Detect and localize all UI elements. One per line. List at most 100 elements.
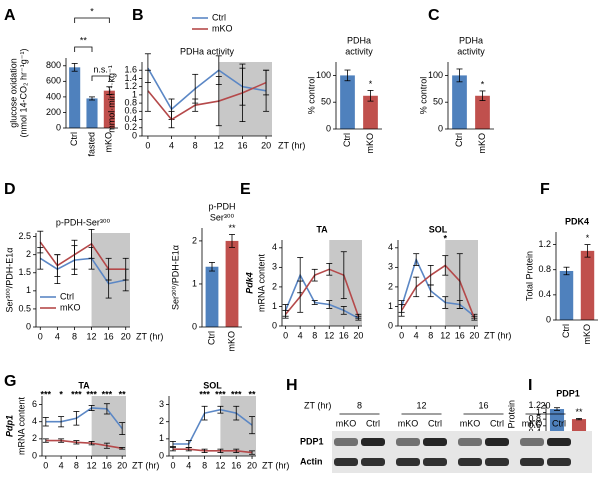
y-tick-label: 50 — [433, 97, 443, 107]
significance: *** — [41, 389, 52, 399]
chart-title: PDHa — [347, 35, 371, 45]
y-tick-label: 100 — [316, 70, 331, 80]
y-tick-label: 100 — [428, 70, 443, 80]
significance: * — [59, 389, 63, 399]
y-tick-label: 200 — [46, 107, 61, 117]
y-tick-label: 0.4 — [538, 289, 551, 299]
y-tick-label: 1.5 — [18, 267, 31, 277]
x-tick-label: 4 — [169, 140, 174, 150]
x-tick-label: 0 — [399, 330, 404, 340]
blot-band — [520, 458, 544, 466]
blot-band — [396, 458, 420, 466]
dark-phase-shading — [220, 396, 256, 456]
axis-line — [281, 240, 362, 327]
bar — [205, 266, 219, 327]
gene-label: Pdp1 — [4, 415, 14, 437]
legend-label: mKO — [60, 302, 81, 312]
y-tick-label: 0.8 — [124, 97, 137, 107]
x-tick-label: 16 — [231, 460, 241, 470]
y-tick-label: 1.2 — [528, 400, 541, 410]
significance: ** — [119, 389, 127, 399]
bar — [69, 67, 81, 128]
panel-letter: D — [4, 181, 16, 198]
x-tick-label: 20 — [469, 330, 479, 340]
x-tick-label: mKO — [582, 324, 592, 345]
x-tick-label: 4 — [298, 330, 303, 340]
x-tick-label: 20 — [247, 460, 257, 470]
x-tick-label: 4 — [59, 460, 64, 470]
blot-lane-label: Ctrl — [552, 418, 566, 428]
y-tick-label: 0 — [192, 321, 197, 331]
y-tick-label: 3 — [388, 262, 393, 272]
bar — [340, 75, 355, 129]
x-tick-label: 4 — [414, 330, 419, 340]
y-tick-label: 0.6 — [528, 420, 541, 430]
significance: ** — [575, 407, 583, 417]
panel-letter: E — [240, 181, 251, 198]
blot-band — [485, 458, 509, 466]
blot-band — [547, 438, 571, 446]
blot-row-label: PDP1 — [300, 436, 324, 446]
significance: *** — [199, 389, 210, 399]
blot-row-label: Actin — [300, 456, 323, 466]
y-tick-label: 800 — [46, 60, 61, 70]
panel-letter: B — [132, 7, 144, 24]
chart-title: SOL — [429, 224, 448, 234]
x-tick-label: 4 — [186, 460, 191, 470]
x-tick-label: 16 — [104, 331, 114, 341]
blot-band — [458, 458, 482, 466]
blot-timepoint: 8 — [357, 400, 362, 410]
blot-lane-label: mKO — [522, 418, 543, 428]
y-tick-label: 400 — [46, 91, 61, 101]
y-tick-label: 2 — [159, 416, 164, 426]
x-tick-label: mKO — [104, 132, 114, 153]
bar — [559, 270, 574, 320]
blot-lane-label: Ctrl — [366, 418, 380, 428]
x-axis-label: ZT (hr) — [262, 460, 289, 470]
bar — [103, 90, 115, 128]
x-tick-label: 12 — [440, 330, 450, 340]
y-tick-label: 0.8 — [528, 413, 541, 423]
axis-line — [397, 240, 478, 327]
y-axis-label: Total Protein — [506, 400, 516, 450]
bar — [86, 98, 98, 128]
x-tick-label: Ctrl — [206, 331, 216, 345]
x-tick-label: 0 — [145, 140, 150, 150]
y-tick-label: 1 — [132, 89, 137, 99]
y-tick-label: 0 — [56, 122, 61, 132]
significance: ** — [249, 389, 257, 399]
x-tick-label: 20 — [353, 330, 363, 340]
y-tick-label: 0 — [159, 450, 164, 460]
blot-timepoint: 16 — [478, 400, 488, 410]
significance: *** — [86, 389, 97, 399]
blot-band — [423, 438, 447, 446]
blot-band — [334, 458, 358, 466]
bar — [452, 75, 467, 129]
panel-letter: I — [528, 377, 532, 394]
series-line — [285, 268, 360, 317]
x-tick-label: mKO — [365, 133, 375, 154]
blot-band — [547, 458, 571, 466]
y-tick-label: 3 — [159, 399, 164, 409]
series-line — [400, 257, 475, 317]
y-tick-label: 0.6 — [124, 106, 137, 116]
blot-band — [485, 438, 509, 446]
y-tick-label: 0 — [546, 314, 551, 324]
significance: * — [90, 6, 94, 16]
y-tick-label: 0 — [438, 123, 443, 133]
chart-title: p-PDH — [208, 201, 235, 211]
y-tick-label: 2 — [192, 235, 197, 245]
x-tick-label: 8 — [428, 330, 433, 340]
x-axis-label: ZT (hr) — [136, 331, 163, 341]
series-line — [147, 81, 267, 121]
blot-band — [396, 438, 420, 446]
y-tick-label: 2 — [32, 433, 37, 443]
y-tick-label: 4 — [388, 242, 393, 252]
significance: ** — [228, 223, 236, 233]
blot-timepoint: 20 — [540, 400, 550, 410]
y-tick-label: 0.4 — [124, 114, 137, 124]
y-axis-label: mmol·min⁻¹·kg⁻¹ — [106, 65, 116, 133]
bar — [580, 250, 595, 320]
y-tick-label: 0 — [272, 320, 277, 330]
y-axis-label: mRNA content — [256, 253, 266, 312]
